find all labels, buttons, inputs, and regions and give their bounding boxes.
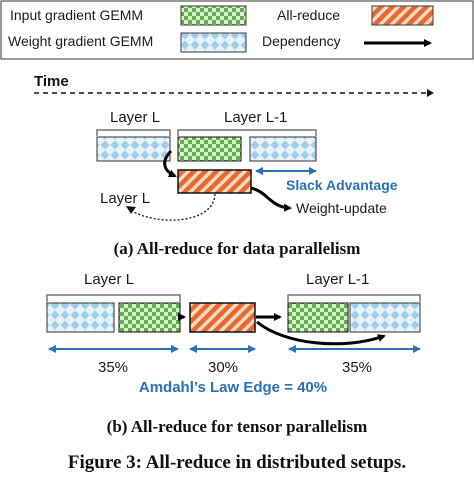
- legend-input-grad-label: Input gradient GEMM: [10, 7, 143, 23]
- panel-b-input-grad-block-l: [118, 302, 181, 333]
- panel-b-pct-left: 35%: [98, 359, 128, 376]
- panel-a-weight-grad-block-l1: [249, 136, 317, 162]
- panel-b-amdahl-label: Amdahl’s Law Edge = 40%: [139, 379, 327, 396]
- panel-b-layer-l-label: Layer L: [84, 271, 134, 288]
- panel-a-weight-update-label: Weight-update: [296, 200, 387, 216]
- panel-b-weight-grad-block-l: [46, 302, 115, 333]
- legend: Input gradient GEMM All-reduce Weight gr…: [0, 0, 474, 60]
- panel-b-all-reduce-block: [189, 302, 256, 333]
- time-arrowhead: [427, 89, 434, 97]
- panel-a-caption: (a) All-reduce for data parallelism: [114, 239, 361, 258]
- panel-b-pct-mid: 30%: [208, 359, 238, 376]
- time-label: Time: [34, 73, 69, 90]
- panel-b-layer-l1-bracket: [287, 294, 421, 302]
- legend-dependency-label: Dependency: [262, 33, 341, 49]
- legend-all-reduce-label: All-reduce: [277, 7, 340, 23]
- panel-a-weight-grad-block-l: [96, 136, 171, 162]
- panel-a-dotted-arrowhead: [126, 206, 136, 214]
- panel-a-layer-l1-label: Layer L-1: [224, 109, 287, 126]
- panel-b-dependency-arrow-3: [256, 320, 386, 346]
- legend-input-grad-swatch: [180, 5, 247, 26]
- legend-all-reduce-swatch: [371, 5, 434, 26]
- legend-weight-grad-swatch: [180, 32, 247, 53]
- panel-b-layer-l-bracket: [46, 294, 181, 302]
- panel-a-weight-update-arrow: [250, 186, 292, 212]
- panel-a-layer-l-lower-label: Layer L: [100, 190, 150, 207]
- panel-a-all-reduce-block: [177, 169, 252, 194]
- panel-a-slack-label: Slack Advantage: [286, 177, 398, 193]
- panel-a-layer-l-bracket: [96, 129, 171, 136]
- panel-b-caption: (b) All-reduce for tensor parallelism: [107, 417, 368, 436]
- figure-caption: Figure 3: All-reduce in distributed setu…: [68, 452, 406, 473]
- panel-a-layer-l-label: Layer L: [110, 109, 160, 126]
- panel-a-input-grad-block: [177, 136, 242, 162]
- panel-a-layer-l1-bracket: [177, 129, 317, 136]
- panel-b-layer-l1-label: Layer L-1: [306, 271, 369, 288]
- panel-a-dependency-arrow-in: [163, 149, 177, 178]
- panel-b-input-grad-block-l1: [287, 302, 349, 333]
- legend-weight-grad-label: Weight gradient GEMM: [8, 33, 153, 49]
- panel-b: Layer L Layer L-1 35% 30% 35% Amdahl’s L…: [46, 271, 421, 436]
- panel-a: Layer L Layer L-1 Slack Advantage Weight…: [96, 109, 398, 258]
- panel-b-pct-right: 35%: [342, 359, 372, 376]
- panel-b-weight-grad-block-l1: [349, 302, 421, 333]
- panel-a-dotted-arrow: [127, 193, 216, 221]
